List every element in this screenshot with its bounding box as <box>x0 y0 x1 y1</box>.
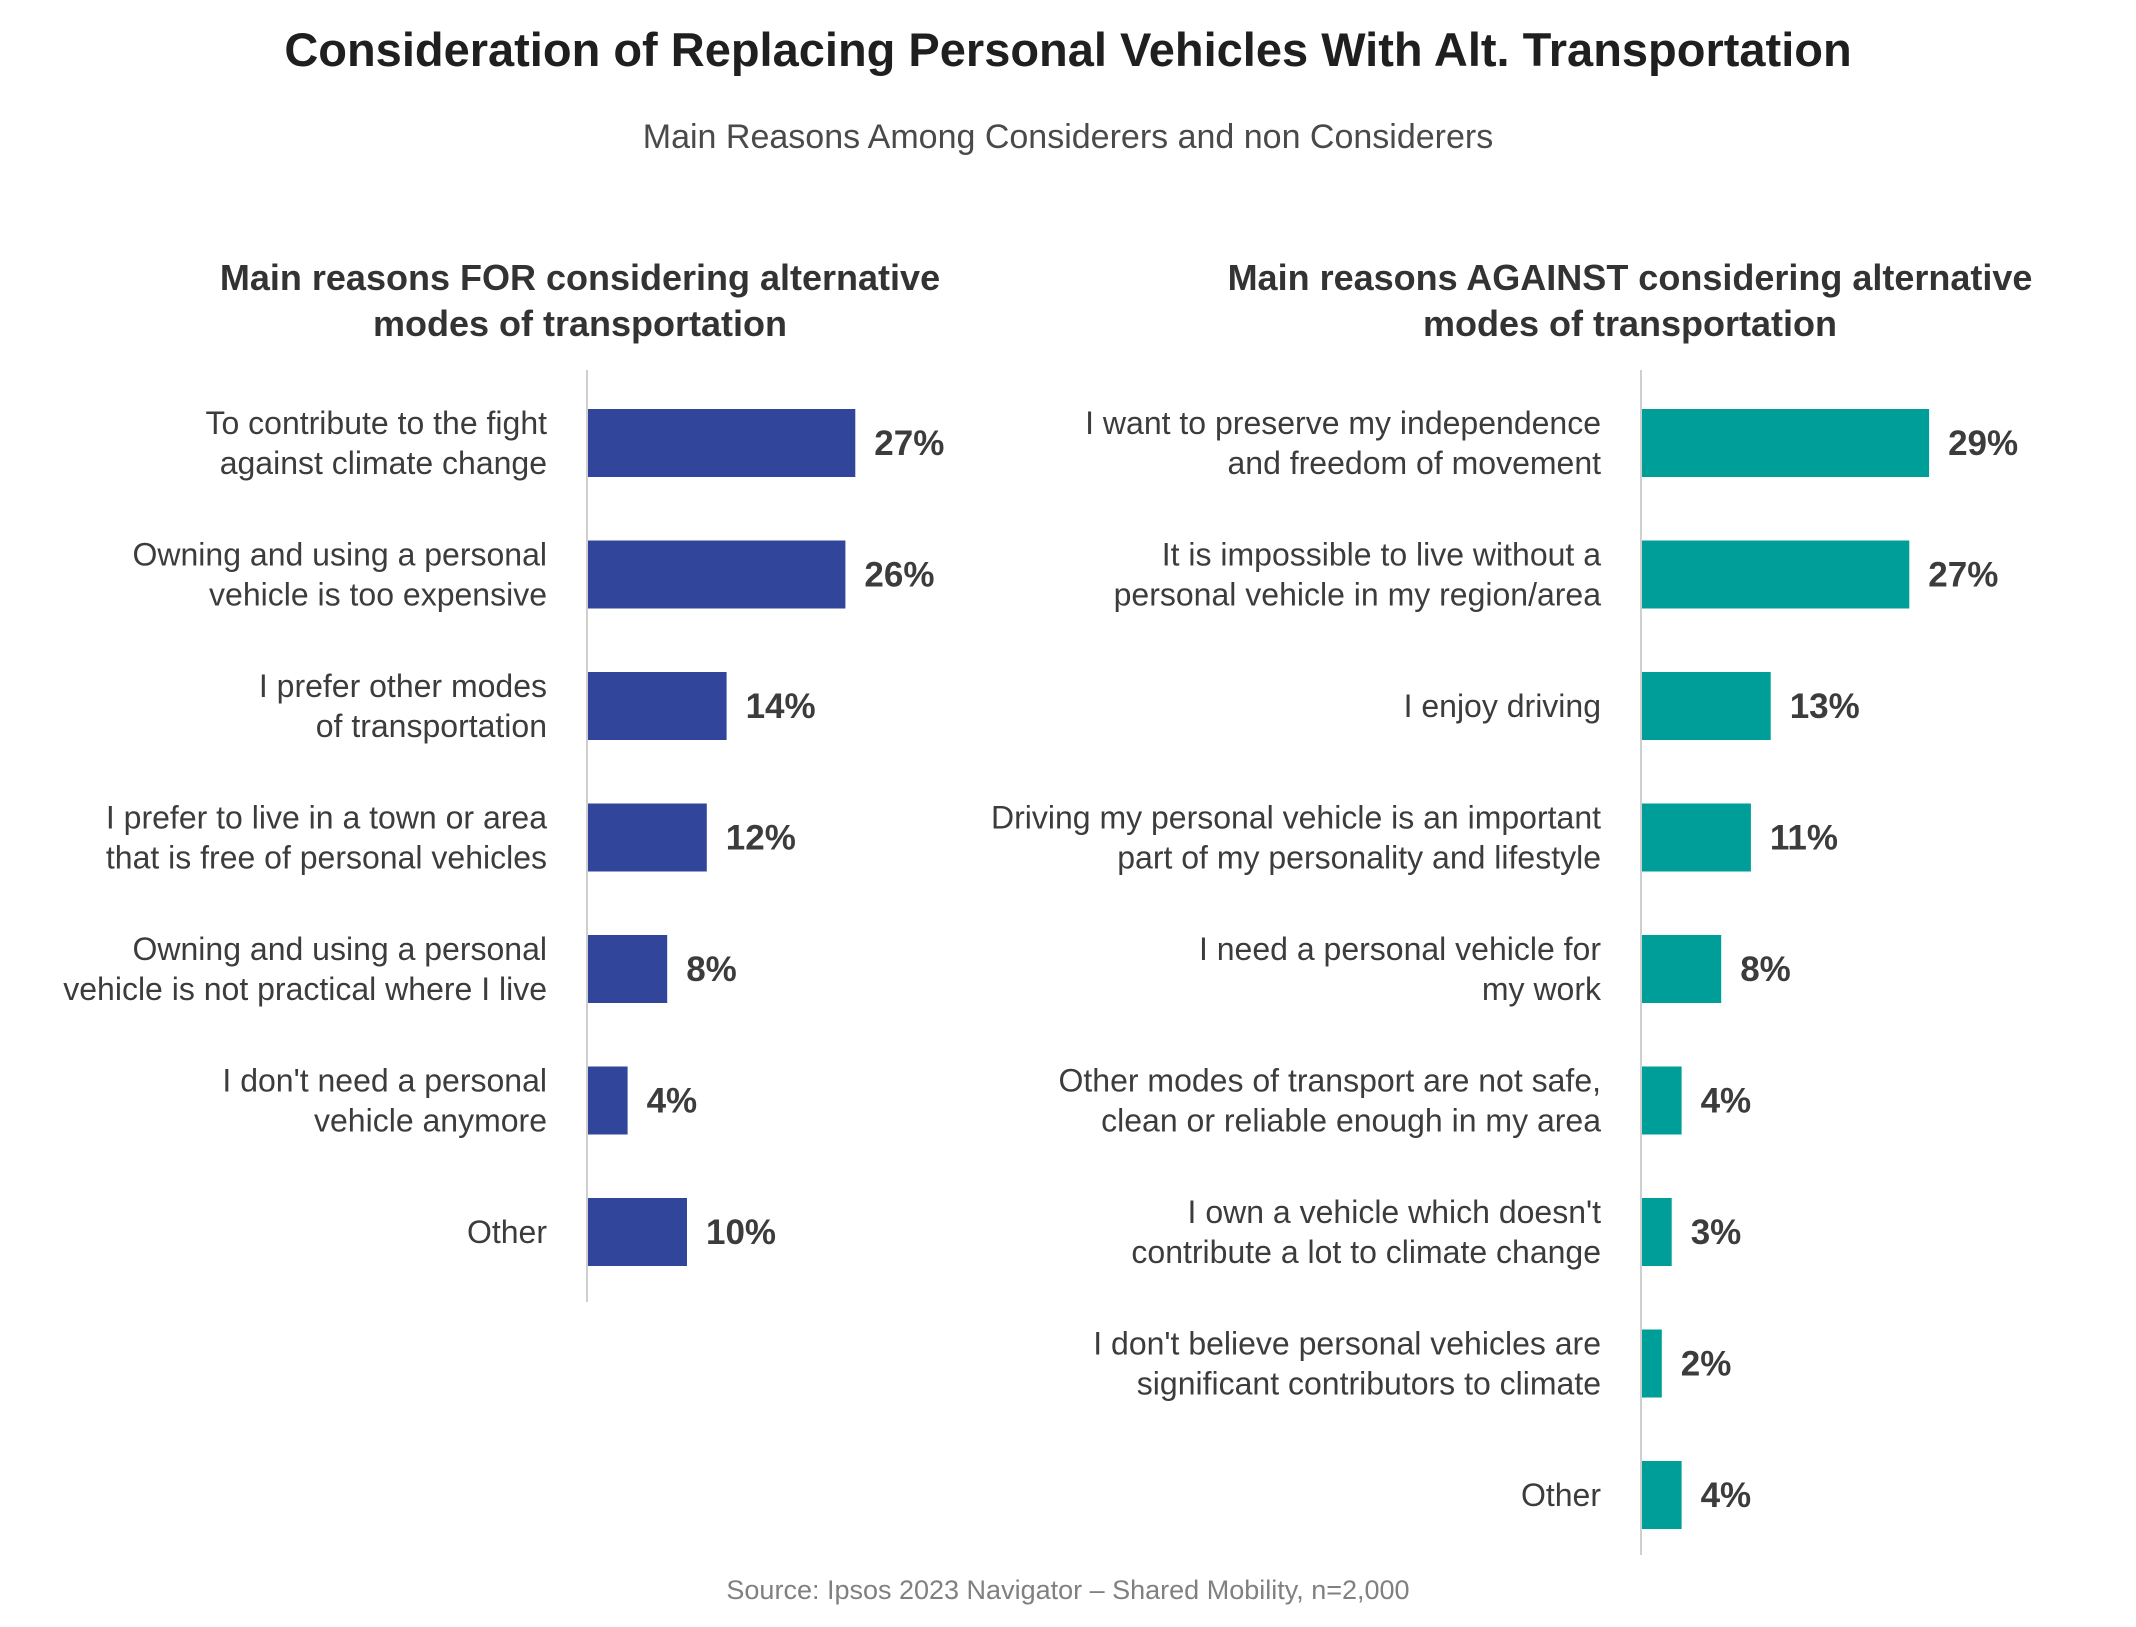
left-category-label-line: To contribute to the fight <box>205 405 547 441</box>
left-value-label: 4% <box>647 1082 698 1121</box>
left-value-label: 10% <box>706 1213 776 1252</box>
right-category-label-line: significant contributors to climate <box>1137 1366 1601 1402</box>
right-value-label: 13% <box>1790 687 1860 726</box>
right-bar <box>1642 672 1771 740</box>
left-value-label: 8% <box>686 950 737 989</box>
left-bar <box>588 935 668 1003</box>
left-category-label: I don't need a personal vehicle anymore <box>222 1063 547 1139</box>
left-bar <box>588 803 707 872</box>
left-value-label: 14% <box>746 687 816 726</box>
right-category-label-line: Driving my personal vehicle is an import… <box>991 800 1601 836</box>
right-category-label-line: clean or reliable enough in my area <box>1101 1103 1601 1139</box>
right-value-label: 29% <box>1948 424 2018 463</box>
left-bar <box>588 540 846 609</box>
right-value-label: 4% <box>1701 1476 1752 1515</box>
left-bar <box>588 409 856 477</box>
right-bar <box>1642 1461 1682 1529</box>
left-panel-title-line-1: Main reasons FOR considering alternative <box>219 257 941 298</box>
left-category-label: Owning and using a personal vehicle is no… <box>63 931 547 1007</box>
right-value-label: 8% <box>1740 950 1791 989</box>
right-category-label-line: It is impossible to live without a <box>1162 537 1602 573</box>
left-category-label: I prefer to live in a town or area that i… <box>106 800 547 876</box>
right-panel-title: Main reasons AGAINST considering alterna… <box>1170 255 2090 347</box>
right-category-label: I need a personal vehicle for my work <box>1199 931 1602 1007</box>
right-category-label-line: I don't believe personal vehicles are <box>1093 1326 1601 1362</box>
right-category-label: I own a vehicle which doesn't contribute … <box>1131 1194 1601 1270</box>
right-category-label: I want to preserve my independence and fr… <box>1085 405 1601 481</box>
source-note: Source: Ipsos 2023 Navigator – Shared Mo… <box>726 1575 1410 1605</box>
right-category-label: Other <box>1521 1477 1601 1513</box>
right-category-label: It is impossible to live without a person… <box>1114 537 1602 613</box>
right-panel-title-line-2: modes of transportation <box>1422 303 1838 344</box>
left-category-label-line: I prefer to live in a town or area <box>106 800 547 836</box>
right-bar <box>1642 803 1751 872</box>
right-category-label-line: Other <box>1521 1477 1601 1513</box>
left-category-label-line: I don't need a personal <box>222 1063 547 1099</box>
left-category-label-line: Other <box>467 1214 547 1250</box>
right-category-label: Other modes of transport are not safe, cl… <box>1059 1063 1602 1139</box>
left-category-label: I prefer other modes of transportation <box>259 668 547 744</box>
right-category-label-line: part of my personality and lifestyle <box>1117 840 1601 876</box>
right-value-label: 11% <box>1770 819 1838 858</box>
right-bar <box>1642 1329 1662 1398</box>
left-category-label-line: vehicle anymore <box>314 1103 547 1139</box>
right-value-label: 4% <box>1701 1082 1752 1121</box>
left-bar <box>588 1198 687 1266</box>
left-category-label: Other <box>467 1214 547 1250</box>
left-value-label: 26% <box>864 556 934 595</box>
right-category-label-line: I enjoy driving <box>1404 688 1601 724</box>
left-category-label: Owning and using a personal vehicle is to… <box>133 537 548 613</box>
right-bar <box>1642 409 1930 477</box>
left-category-label-line: I prefer other modes <box>259 668 547 704</box>
right-bar <box>1642 1198 1672 1266</box>
right-bar <box>1642 1066 1682 1135</box>
left-bar <box>588 672 727 740</box>
left-category-label-line: of transportation <box>316 708 547 744</box>
right-bar <box>1642 935 1722 1003</box>
left-value-label: 12% <box>726 819 796 858</box>
chart-subtitle: Main Reasons Among Considerers and non C… <box>642 118 1494 156</box>
left-category-label-line: vehicle is not practical where I live <box>63 971 547 1007</box>
right-value-label: 3% <box>1691 1213 1742 1252</box>
left-value-label: 27% <box>874 424 944 463</box>
right-category-label-line: I need a personal vehicle for <box>1199 931 1601 967</box>
left-category-label-line: Owning and using a personal <box>133 537 548 573</box>
right-category-label: Driving my personal vehicle is an import… <box>991 800 1601 876</box>
left-bar <box>588 1066 628 1135</box>
right-category-label: I enjoy driving <box>1404 688 1601 724</box>
right-category-label: I don't believe personal vehicles are sig… <box>1093 1326 1601 1402</box>
right-category-label-line: Other modes of transport are not safe, <box>1059 1063 1602 1099</box>
left-category-label-line: vehicle is too expensive <box>209 577 547 613</box>
right-category-label-line: and freedom of movement <box>1227 445 1601 481</box>
left-category-label-line: that is free of personal vehicles <box>106 840 547 876</box>
right-category-label-line: I want to preserve my independence <box>1085 405 1601 441</box>
left-category-label-line: against climate change <box>220 445 547 481</box>
left-panel-title: Main reasons FOR considering alternative… <box>150 255 1010 347</box>
right-bar <box>1642 540 1910 609</box>
right-panel-title-line-1: Main reasons AGAINST considering alterna… <box>1227 257 2033 298</box>
right-category-label-line: my work <box>1482 971 1602 1007</box>
right-category-label-line: I own a vehicle which doesn't <box>1188 1194 1602 1230</box>
right-value-label: 2% <box>1681 1345 1732 1384</box>
left-category-label-line: Owning and using a personal <box>133 931 548 967</box>
left-panel-title-line-2: modes of transportation <box>372 303 788 344</box>
chart-title: Consideration of Replacing Personal Vehi… <box>284 23 1852 76</box>
right-category-label-line: personal vehicle in my region/area <box>1114 577 1602 613</box>
right-category-label-line: contribute a lot to climate change <box>1131 1234 1601 1270</box>
right-value-label: 27% <box>1928 556 1998 595</box>
left-category-label: To contribute to the fight against climat… <box>205 405 547 481</box>
